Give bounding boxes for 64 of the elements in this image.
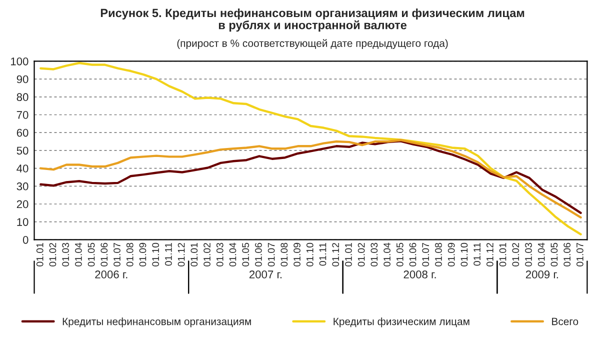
x-tick-label: 01.05 — [396, 242, 404, 266]
y-tick-label: 90 — [16, 75, 28, 84]
y-tick-label: 80 — [16, 93, 28, 102]
x-tick-label: 01.10 — [460, 242, 468, 266]
x-tick-label: 01.06 — [409, 242, 416, 266]
y-tick-label: 0 — [22, 236, 28, 244]
y-tick-label: 70 — [16, 111, 28, 119]
x-tick-label: 01.07 — [422, 242, 430, 266]
text: 2007 г. — [249, 270, 282, 278]
x-tick-label: 01.07 — [114, 242, 120, 266]
x-tick-label: 01.03 — [525, 242, 532, 266]
x-tick-label: 01.06 — [255, 242, 262, 266]
x-tick-label: 01.02 — [358, 242, 365, 266]
x-tick-label: 01.02 — [204, 242, 210, 266]
x-tick-label: 01.01 — [499, 242, 506, 266]
x-tick-label: 01.12 — [178, 242, 185, 266]
x-tick-label: 01.10 — [152, 242, 160, 266]
x-tick-label: 01.11 — [165, 242, 172, 266]
x-tick-label: 01.09 — [294, 242, 300, 266]
x-tick-label: 01.08 — [435, 242, 442, 266]
line-series — [40, 62, 582, 236]
text: 2009 г. — [526, 270, 558, 278]
chart-title: Рисунок 5. Кредиты нефинансовым организациям и физическим лицам в рублях и иностранной валюте — [100, 8, 524, 32]
x-tick-label: 01.10 — [306, 242, 314, 266]
y-tick-label: 60 — [16, 128, 28, 137]
legend-label: Кредиты нефинансовым организациям — [62, 318, 251, 328]
legend-label: Всего — [552, 318, 578, 326]
x-tick-label: 01.09 — [448, 242, 455, 266]
x-tick-label: 01.06 — [100, 242, 108, 266]
x-tick-label: 01.11 — [474, 242, 480, 266]
x-tick-label: 01.02 — [49, 242, 56, 266]
x-tick-label: 01.03 — [62, 242, 70, 266]
x-tick-label: 01.01 — [36, 242, 44, 266]
x-tick-label: 01.08 — [280, 242, 288, 266]
y-tick-label: 30 — [16, 182, 28, 190]
x-tick-label: 01.12 — [486, 242, 494, 266]
y-tick-label: 40 — [16, 164, 28, 172]
x-tick-label: 01.03 — [216, 242, 224, 266]
chart-subtitle: (прирост в % соответствующей дате предыдущего года) — [177, 39, 448, 49]
x-tick-label: 01.07 — [576, 242, 584, 266]
y-tick-label: 100 — [11, 57, 28, 66]
text: 2008 г. — [404, 270, 436, 278]
x-tick-label: 01.01 — [190, 242, 198, 266]
y-tick-label: 20 — [16, 200, 28, 208]
x-tick-label: 01.06 — [564, 242, 570, 266]
x-tick-label: 01.09 — [139, 242, 146, 266]
legend-label: Кредиты физическим лицам — [334, 318, 470, 328]
x-tick-label: 01.07 — [268, 242, 275, 266]
x-tick-label: 01.04 — [229, 242, 236, 266]
y-tick-label: 10 — [17, 218, 28, 226]
y-tick-label: 50 — [16, 146, 28, 155]
x-tick-label: 01.02 — [512, 242, 520, 266]
x-tick-label: 01.12 — [332, 242, 340, 266]
x-tick-label: 01.03 — [370, 242, 378, 266]
text: 2006 г. — [95, 270, 128, 278]
x-tick-label: 01.05 — [242, 242, 250, 266]
x-tick-label: 01.05 — [550, 242, 558, 266]
x-tick-label: 01.05 — [88, 242, 95, 266]
x-tick-label: 01.11 — [319, 242, 326, 266]
x-tick-label: 01.04 — [538, 242, 545, 266]
x-tick-label: 01.01 — [345, 242, 352, 266]
x-tick-label: 01.04 — [74, 242, 82, 266]
x-tick-label: 01.04 — [384, 242, 390, 266]
x-tick-label: 01.08 — [126, 242, 134, 266]
